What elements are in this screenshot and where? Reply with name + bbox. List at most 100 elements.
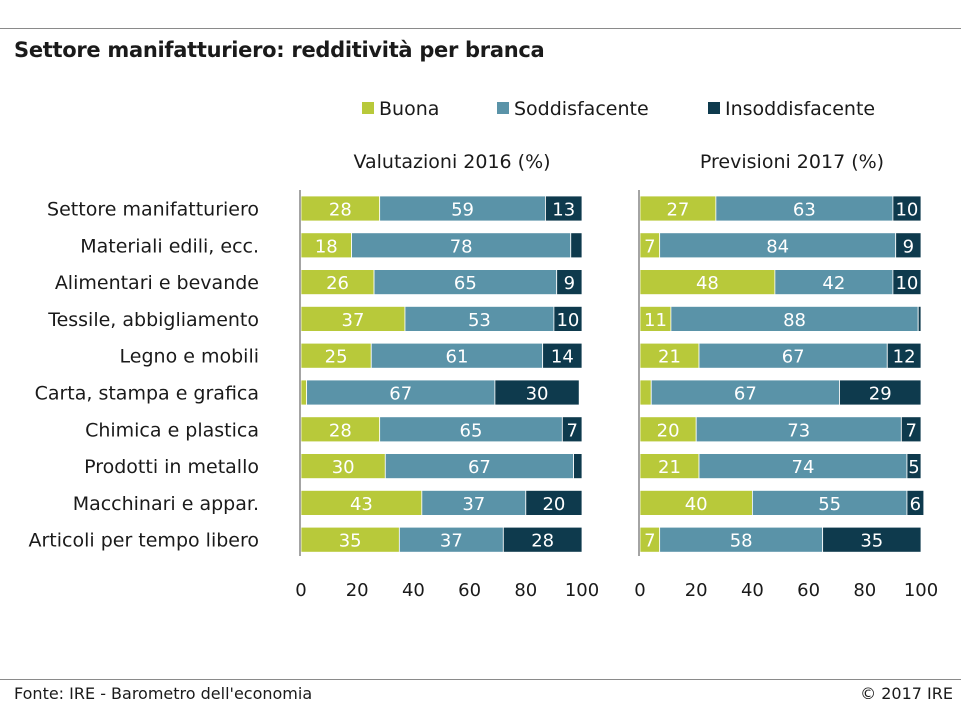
bar-segment-insoddisfacente xyxy=(553,305,583,332)
bar-segment-soddisfacente xyxy=(370,342,544,369)
data-label: 67 xyxy=(782,347,805,368)
bar-segment-insoddisfacente xyxy=(839,379,922,406)
chart: Buona Soddisfacente Insoddisfacente Settore… xyxy=(28,98,938,601)
data-label: 67 xyxy=(734,384,757,405)
panel-title-2: Previsioni 2017 (%) xyxy=(700,151,884,173)
data-label: 43 xyxy=(350,494,373,515)
bar-segment-soddisfacente xyxy=(659,526,824,553)
x-tick-label: 0 xyxy=(634,580,645,601)
bar-segment-insoddisfacente xyxy=(502,526,583,553)
x-tick-label: 80 xyxy=(514,580,537,601)
bar-segment-insoddisfacente xyxy=(822,526,922,553)
data-label: 30 xyxy=(526,384,549,405)
data-label: 55 xyxy=(818,494,841,515)
data-label: 10 xyxy=(895,200,918,221)
data-label: 65 xyxy=(460,420,483,441)
bar-segment-buona xyxy=(639,416,697,443)
chart-title: Settore manifatturiero: redditività per … xyxy=(14,38,545,62)
bar-segment-soddisfacente xyxy=(373,269,558,296)
x-tick-label: 0 xyxy=(295,580,306,601)
bar-segment-buona xyxy=(639,305,672,332)
bar-segment-buona xyxy=(639,195,717,222)
category-label: Tessile, abbigliamento xyxy=(47,309,259,331)
data-label: 20 xyxy=(657,420,680,441)
legend-swatch-buona xyxy=(362,102,374,114)
bar-segment-buona xyxy=(300,269,375,296)
bar-segment-insoddisfacente xyxy=(906,453,922,480)
legend-label-soddisfacente: Soddisfacente xyxy=(514,98,649,120)
bar-segment-buona xyxy=(300,305,406,332)
bar-segment-soddisfacente xyxy=(379,195,546,222)
bar-segment-insoddisfacente xyxy=(570,232,583,259)
x-tick-label: 100 xyxy=(904,580,938,601)
category-label: Prodotti in metallo xyxy=(84,456,259,478)
x-tick-label: 40 xyxy=(741,580,764,601)
bar-segment-insoddisfacente xyxy=(886,342,922,369)
x-tick-label: 40 xyxy=(402,580,425,601)
data-label: 18 xyxy=(315,236,338,257)
bar-segment-insoddisfacente xyxy=(545,195,583,222)
data-label: 26 xyxy=(326,273,349,294)
data-label: 78 xyxy=(450,236,473,257)
bar-segment-buona xyxy=(300,416,381,443)
data-label: 67 xyxy=(468,457,491,478)
bar-segment-soddisfacente xyxy=(398,526,504,553)
bottom-rule xyxy=(0,679,961,680)
bar-segment-soddisfacente xyxy=(421,489,527,516)
data-label: 13 xyxy=(552,200,575,221)
data-label: 7 xyxy=(566,420,577,441)
data-label: 73 xyxy=(787,420,810,441)
data-label: 20 xyxy=(542,494,565,515)
x-tick-label: 60 xyxy=(797,580,820,601)
data-label: 74 xyxy=(792,457,815,478)
data-label: 11 xyxy=(644,310,667,331)
data-label: 14 xyxy=(551,347,574,368)
category-label: Chimica e plastica xyxy=(85,419,259,441)
bar-segment-insoddisfacente xyxy=(900,416,922,443)
data-label: 58 xyxy=(730,531,753,552)
data-label: 59 xyxy=(451,200,474,221)
data-label: 21 xyxy=(658,347,681,368)
bar-segment-soddisfacente xyxy=(715,195,894,222)
bar-segment-soddisfacente xyxy=(774,269,894,296)
bar-segment-buona xyxy=(300,526,400,553)
bar-segment-buona xyxy=(300,379,308,406)
legend-swatch-soddisfacente xyxy=(497,102,509,114)
bar-segment-soddisfacente xyxy=(698,342,888,369)
data-label: 84 xyxy=(766,236,789,257)
x-tick-label: 80 xyxy=(853,580,876,601)
x-tick-label: 20 xyxy=(346,580,369,601)
category-label: Alimentari e bevande xyxy=(55,272,259,294)
bar-segment-buona xyxy=(639,269,776,296)
data-label: 42 xyxy=(822,273,845,294)
bar-segment-buona xyxy=(639,453,700,480)
data-label: 37 xyxy=(342,310,365,331)
data-label: 61 xyxy=(446,347,469,368)
bar-segment-soddisfacente xyxy=(384,453,574,480)
category-label: Legno e mobili xyxy=(120,346,259,368)
data-label: 48 xyxy=(696,273,719,294)
data-label: 37 xyxy=(440,531,463,552)
data-label: 10 xyxy=(895,273,918,294)
bar-segment-insoddisfacente xyxy=(892,195,922,222)
x-tick-label: 100 xyxy=(565,580,599,601)
data-label: 28 xyxy=(531,531,554,552)
data-label: 9 xyxy=(903,236,914,257)
legend-label-insoddisfacente: Insoddisfacente xyxy=(725,98,875,120)
data-label: 40 xyxy=(685,494,708,515)
data-label: 30 xyxy=(332,457,355,478)
category-label: Articoli per tempo libero xyxy=(28,530,259,552)
data-label: 7 xyxy=(644,236,655,257)
data-label: 9 xyxy=(564,273,575,294)
top-rule xyxy=(0,28,961,29)
bar-segment-insoddisfacente xyxy=(895,232,922,259)
data-label: 12 xyxy=(893,347,916,368)
bar-segment-buona xyxy=(300,232,352,259)
data-label: 67 xyxy=(389,384,412,405)
bar-segment-buona xyxy=(639,489,753,516)
data-label: 88 xyxy=(783,310,806,331)
data-label: 28 xyxy=(329,200,352,221)
data-label: 63 xyxy=(793,200,816,221)
data-label: 10 xyxy=(556,310,579,331)
data-label: 7 xyxy=(905,420,916,441)
